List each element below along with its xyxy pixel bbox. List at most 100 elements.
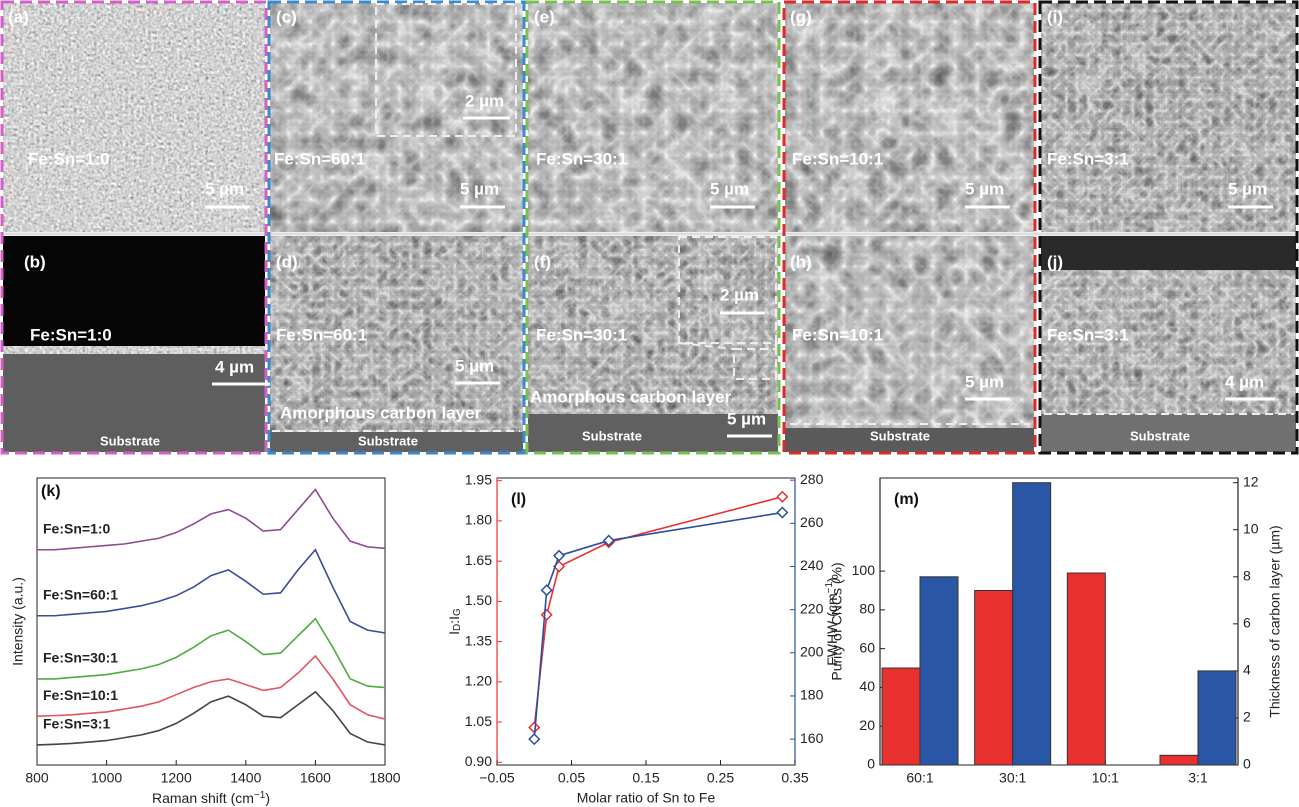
series-line [36,690,386,746]
label-part: ) [265,790,270,806]
series-line [533,496,783,728]
panel-label: (l) [511,491,526,508]
panel-label: (a) [8,7,29,26]
x-tick-label: 0.35 [781,770,808,786]
y2-axis-label: FWHW (cm−1) [824,577,840,665]
inset-scale: 2 µm [720,285,759,304]
label-part: −1 [824,582,835,594]
sem-image [528,236,778,414]
label-part: I [446,631,462,635]
y-tick-label: 100 [852,562,876,578]
x-tick-label: 1800 [369,770,400,786]
y-tick-label: 40 [859,678,875,694]
bar [1066,572,1106,766]
composition: Fe:Sn=60:1 [274,149,365,168]
marker [776,490,789,503]
composition: Fe:Sn=3:1 [1047,149,1129,168]
label-part: :I [446,616,462,624]
y2-tick-label: 160 [800,730,824,746]
layer: Amorphous carbon layer [530,387,732,406]
y2-axis-label: Thickness of carbon layer (µm) [1267,525,1283,717]
series-label: Fe:Sn=60:1 [43,586,118,602]
x-tick-label: 1400 [230,770,261,786]
y-tick-label: 0.90 [465,753,492,769]
label-part: Raman shift (cm [152,790,254,806]
inset-line [678,342,735,350]
y2-tick-label: 6 [1243,615,1251,631]
scale-bars [205,116,1275,438]
series-label: Fe:Sn=10:1 [43,687,118,703]
inset-frame [733,348,777,380]
border [1038,0,1299,455]
sem-image [785,3,1034,232]
composition: Fe:Sn=3:1 [1047,325,1129,344]
series-label: Fe:Sn=1:0 [43,520,111,536]
y-axis-label: ID:IG [446,608,463,635]
panel-label: (f) [534,252,551,271]
x-tick-label: 0.25 [707,770,734,786]
group-borders [0,0,1299,455]
y2-tick-label: 2 [1243,709,1251,725]
x-tick-label: 10:1 [1092,770,1119,786]
border [267,0,526,455]
composition: Fe:Sn=1:0 [30,325,112,344]
inset-frame [375,3,517,137]
panel-label: (i) [1047,7,1063,26]
plot-frame [496,477,796,766]
sem-image [3,346,265,354]
label-part: FWHW (cm [824,593,840,665]
layer: Amorphous carbon layer [280,403,482,422]
marker [776,506,789,519]
marker [528,733,541,746]
panel-label: (b) [24,252,46,271]
x-tick-label: 0.15 [632,770,659,786]
panel-label: (m) [894,491,919,508]
x-tick-label: 1200 [161,770,192,786]
substrate: Substrate [358,433,418,448]
y2-tick-label: 12 [1243,473,1259,489]
marker [540,608,553,621]
x-tick-label: 0.05 [558,770,585,786]
y-tick-label: 60 [859,639,875,655]
y-axis-label: Purity of CNCs (%) [829,562,845,680]
y2-tick-label: 220 [800,600,824,616]
composition: Fe:Sn=10:1 [792,149,883,168]
sem-labels: (a) Fe:Sn=1:0 5 µm (b) Fe:Sn=1:0 4 µm Su… [8,7,1267,448]
series-line [37,548,386,634]
scale: 4 µm [215,357,254,376]
y-tick-label: 1.05 [465,713,492,729]
panel-label: (k) [41,483,61,500]
y2-tick-label: 280 [800,471,824,487]
border [0,0,268,455]
scale: 5 µm [460,179,499,198]
y2-tick-label: 0 [1243,756,1251,772]
y2-tick-label: 260 [800,514,824,530]
y-tick-label: 80 [859,601,875,617]
substrate: Substrate [870,428,930,443]
label-part: G [452,608,463,616]
sem-image [1041,414,1296,452]
bar [881,667,921,766]
composition: Fe:Sn=60:1 [276,325,367,344]
sem-image [785,236,1034,428]
label-part: D [452,624,463,631]
scale: 4 µm [1225,372,1264,391]
sem-image [1041,270,1296,414]
sem-image [1041,3,1296,232]
y2-tick-label: 240 [800,557,824,573]
x-tick-label: 1000 [91,770,122,786]
composition: Fe:Sn=30:1 [536,325,627,344]
inset-frame [678,236,777,344]
bar [1197,670,1237,766]
label-part: ) [824,577,840,582]
scale: 5 µm [455,356,494,375]
y2-tick-label: 180 [800,687,824,703]
substrate: Substrate [582,428,642,443]
x-axis-label: Raman shift (cm−1) [152,790,270,806]
plot-frame [36,477,386,766]
scale: 5 µm [1228,179,1267,198]
border [525,0,781,455]
substrate: Substrate [1130,428,1190,443]
